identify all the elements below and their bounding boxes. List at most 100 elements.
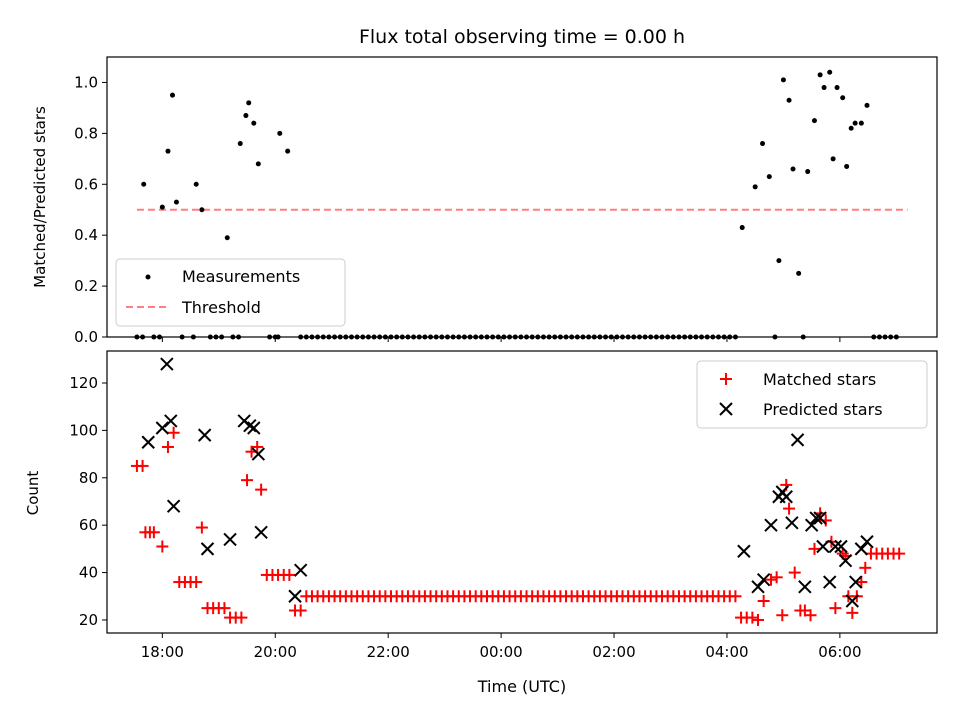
legend-measurements-label: Measurements [182, 267, 300, 286]
ratio-y-axis: 0.0 0.2 0.4 0.6 0.8 1.0 [74, 73, 107, 346]
matched-star-point [283, 568, 296, 581]
predicted-star-point [860, 535, 874, 549]
ratio-y-tick-label: 0.8 [74, 124, 98, 142]
measurement-point [852, 120, 858, 126]
measurement-point [817, 72, 823, 78]
matched-star-point [765, 573, 777, 586]
count-x-tick-label: 04:00 [705, 643, 748, 661]
measurement-point [159, 204, 165, 210]
predicted-star-point [790, 433, 805, 447]
count-panel: 20 40 60 80 100 120 18:00 20:00 22:00 00:00 02:00… [24, 350, 938, 696]
measurement-point [237, 141, 243, 147]
measurement-point [827, 69, 833, 75]
matched-star-point [190, 576, 203, 589]
matched-star-point [251, 440, 264, 453]
ratio-x-ticks [161, 337, 841, 342]
predicted-star-point [254, 525, 268, 539]
ratio-y-tick-label: 1.0 [74, 73, 98, 91]
measurement-point [169, 92, 175, 98]
measurement-point [760, 141, 766, 147]
count-x-tick-label: 06:00 [818, 643, 861, 661]
predicted-star-point [164, 414, 178, 428]
ratio-legend: Measurements Threshold [115, 258, 346, 327]
count-y-axis-label: Count [24, 471, 42, 516]
count-y-axis: 20 40 60 80 100 120 [69, 374, 107, 629]
measurement-point [790, 166, 796, 172]
measurement-point [739, 225, 745, 231]
predicted-star-point [223, 532, 237, 547]
predicted-star-point [764, 518, 778, 532]
matched-star-point [294, 604, 307, 617]
matched-star-point [770, 571, 783, 584]
ratio-y-tick-label: 0.2 [74, 277, 98, 295]
ratio-y-tick-label: 0.4 [74, 226, 98, 244]
ratio-y-tick-label: 0.6 [74, 175, 98, 193]
matched-star-point [729, 590, 742, 603]
ratio-panel: 0.0 0.2 0.4 0.6 0.8 1.0 Matched/Predicted sta… [31, 56, 938, 346]
count-x-tick-label: 22:00 [367, 643, 410, 661]
legend-predicted-label: Predicted stars [763, 400, 883, 419]
predicted-star-point [737, 544, 751, 558]
legend-matched-marker [720, 373, 732, 385]
matched-star-point [195, 521, 208, 534]
matched-star-point [829, 602, 842, 615]
matched-star-point [156, 540, 169, 553]
count-y-tick-label: 20 [79, 611, 98, 629]
legend-measurements-marker [145, 274, 151, 280]
measurement-point [752, 184, 758, 190]
matched-star-point [776, 609, 789, 622]
matched-star-point [757, 595, 770, 608]
count-y-tick-label: 120 [69, 374, 98, 392]
measurement-point [141, 181, 147, 187]
matched-star-point [855, 576, 868, 589]
measurement-point [277, 130, 283, 136]
count-x-tick-label: 18:00 [141, 643, 184, 661]
predicted-star-point [751, 580, 765, 594]
predicted-star-point [813, 511, 827, 525]
predicted-star-point [293, 563, 308, 577]
predicted-star-point [838, 554, 853, 568]
predicted-star-point [785, 516, 799, 530]
count-y-tick-label: 80 [79, 469, 98, 487]
matched-star-point [788, 566, 801, 579]
ratio-legend-box [115, 258, 346, 327]
matched-star-point [893, 547, 906, 560]
matched-star-point [147, 526, 160, 539]
matched-star-point [241, 474, 254, 487]
predicted-star-point [823, 575, 837, 589]
predicted-star-point [828, 539, 843, 554]
count-y-tick-label: 60 [79, 516, 98, 534]
matched-star-point [255, 483, 268, 496]
predicted-star-point [798, 580, 812, 594]
predicted-star-point [816, 539, 830, 554]
count-y-tick-label: 100 [69, 421, 98, 439]
measurement-point [776, 258, 782, 264]
measurement-point [840, 95, 846, 101]
matched-star-point [161, 440, 174, 453]
ratio-y-axis-label: Matched/Predicted stars [31, 106, 49, 288]
measurement-point [255, 161, 261, 167]
measurement-point [251, 120, 257, 126]
measurement-point [173, 199, 179, 205]
count-x-tick-label: 00:00 [479, 643, 522, 661]
predicted-star-point [854, 542, 869, 556]
measurement-point [844, 163, 850, 169]
measurement-point [805, 169, 811, 175]
predicted-star-point [288, 589, 302, 603]
predicted-star-point [200, 542, 215, 556]
matched-star-point [752, 613, 765, 626]
count-legend-box [696, 360, 928, 429]
predicted-star-point [779, 490, 793, 504]
count-x-axis-label: Time (UTC) [477, 677, 566, 696]
predicted-star-point [756, 572, 771, 587]
predicted-star-point [251, 447, 266, 461]
measurement-point [193, 181, 199, 187]
predicted-star-point [243, 418, 257, 433]
count-x-axis: 18:00 20:00 22:00 00:00 02:00 04:00 06:00 [141, 633, 862, 661]
measurement-point [848, 125, 854, 131]
predicted-star-point [247, 421, 261, 435]
matched-star-point [783, 502, 796, 515]
legend-predicted-marker [719, 402, 733, 416]
predicted-star-point [160, 357, 174, 371]
